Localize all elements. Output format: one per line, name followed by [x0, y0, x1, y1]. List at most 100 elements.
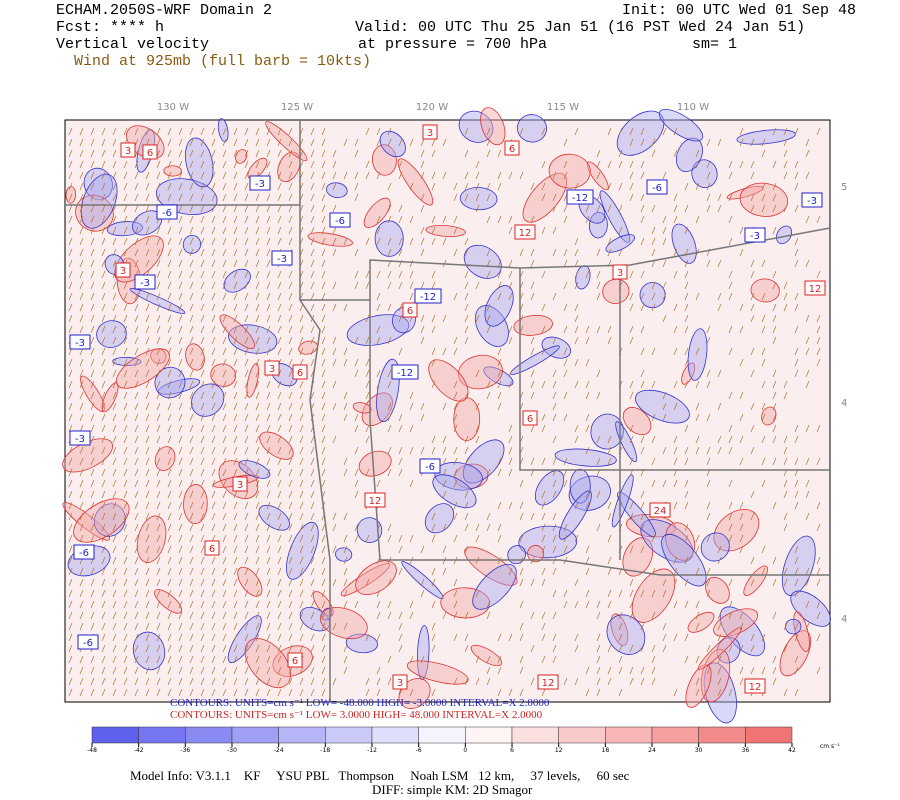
- downdraft-area: [554, 448, 617, 467]
- wind-barb: [530, 391, 535, 400]
- contour-label-box: [504, 140, 520, 156]
- wind-barb: [673, 457, 678, 466]
- wind-barb: [123, 424, 128, 433]
- wind-barb: [112, 578, 117, 587]
- wind-barb: [717, 677, 722, 686]
- wind-barb: [640, 325, 645, 334]
- wind-barb: [200, 512, 205, 521]
- wind-barb: [816, 270, 821, 279]
- wind-barb: [288, 523, 293, 532]
- wind-barb: [464, 644, 469, 653]
- wind-barb: [277, 534, 282, 543]
- contour-label: 3: [120, 266, 126, 277]
- wind-barb: [695, 688, 700, 697]
- wind-barb: [167, 314, 172, 323]
- downdraft-area: [417, 625, 430, 680]
- wind-barb: [354, 281, 359, 290]
- wind-barb: [552, 611, 557, 620]
- wind-barb: [739, 391, 744, 400]
- wind-barb: [794, 204, 799, 213]
- wind-barb: [68, 303, 73, 312]
- wind-barb: [772, 611, 777, 620]
- wind-barb: [299, 589, 304, 598]
- wind-barb: [673, 402, 678, 411]
- wind-barb: [277, 292, 282, 301]
- wind-barb: [178, 611, 183, 620]
- wind-barb: [816, 578, 821, 587]
- wind-barb: [783, 303, 788, 312]
- wind-barb: [387, 611, 392, 620]
- wind-barb: [79, 160, 84, 169]
- wind-barb: [453, 402, 458, 411]
- contour-label-box: [115, 262, 131, 278]
- contour-label-box: [271, 250, 293, 266]
- wind-barb: [387, 336, 392, 345]
- wind-barb: [156, 171, 161, 180]
- wind-barb: [134, 171, 139, 180]
- wind-barb: [79, 281, 84, 290]
- wind-barb: [321, 336, 326, 345]
- wind-barb: [123, 380, 128, 389]
- wind-barb: [563, 325, 568, 334]
- wind-barb: [255, 600, 260, 609]
- wind-barb: [145, 523, 150, 532]
- downdraft-area: [374, 220, 404, 257]
- wind-barb: [497, 468, 502, 477]
- wind-barb: [299, 402, 304, 411]
- wind-barb: [310, 468, 315, 477]
- wind-barb: [783, 479, 788, 488]
- wind-barb: [805, 347, 810, 356]
- wind-barb: [167, 435, 172, 444]
- wind-barb: [783, 281, 788, 290]
- contour-label-box: [120, 142, 136, 158]
- wind-barb: [607, 534, 612, 543]
- wind-barb: [211, 171, 216, 180]
- wind-barb: [596, 600, 601, 609]
- wind-barb: [431, 688, 436, 697]
- wind-barb: [68, 611, 73, 620]
- wind-barb: [123, 413, 128, 422]
- wind-barb: [574, 644, 579, 653]
- wind-barb: [376, 127, 381, 136]
- wind-barb: [167, 534, 172, 543]
- wind-barb: [321, 248, 326, 257]
- wind-barb: [277, 281, 282, 290]
- wind-barb: [68, 391, 73, 400]
- contour-label: -3: [140, 278, 150, 289]
- wind-barb: [761, 413, 766, 422]
- wind-barb: [728, 644, 733, 653]
- wind-barb: [244, 457, 249, 466]
- wind-barb: [662, 589, 667, 598]
- wind-barb: [464, 171, 469, 180]
- wind-barb: [354, 424, 359, 433]
- wind-barb: [453, 424, 458, 433]
- longitude-label: 110 W: [677, 102, 709, 113]
- wind-barb: [651, 677, 656, 686]
- wind-barb: [222, 204, 227, 213]
- wind-barb: [376, 589, 381, 598]
- wind-barb: [310, 138, 315, 147]
- wind-barb: [178, 479, 183, 488]
- wind-barb: [673, 215, 678, 224]
- wind-barb: [398, 138, 403, 147]
- wind-barb: [541, 622, 546, 631]
- wind-barb: [618, 182, 623, 191]
- wind-barb: [101, 534, 106, 543]
- wind-barb: [453, 457, 458, 466]
- wind-barb: [211, 677, 216, 686]
- wind-barb: [552, 336, 557, 345]
- wind-barb: [288, 336, 293, 345]
- wind-barb: [211, 413, 216, 422]
- wind-barb: [519, 127, 524, 136]
- wind-barb: [321, 314, 326, 323]
- wind-barb: [90, 193, 95, 202]
- wind-barb: [156, 380, 161, 389]
- updraft-area: [237, 566, 263, 597]
- wind-barb: [783, 490, 788, 499]
- wind-barb: [90, 655, 95, 664]
- contour-label: 6: [407, 306, 413, 317]
- wind-barb: [189, 512, 194, 521]
- contour-label: -6: [162, 208, 172, 219]
- wind-barb: [167, 193, 172, 202]
- wind-barb: [189, 149, 194, 158]
